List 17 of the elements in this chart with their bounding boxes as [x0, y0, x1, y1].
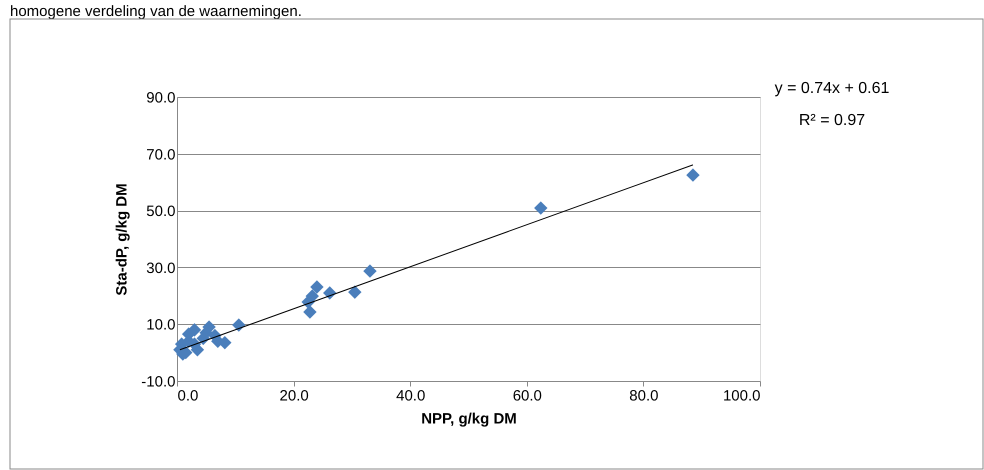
x-tick-label: 100.0	[722, 388, 760, 404]
x-tick-label: 80.0	[629, 388, 658, 404]
y-tick-label: 90.0	[146, 90, 176, 106]
x-axis-title: NPP, g/kg DM	[421, 410, 517, 428]
y-tick-label: 70.0	[146, 146, 176, 164]
text: R² = 0.97	[798, 112, 866, 129]
x-tick-label: 20.0	[280, 388, 309, 404]
x-tick-label: 40.0	[396, 388, 426, 404]
text: y = 0.74x + 0.61	[774, 80, 890, 97]
x-tick-label: 60.0	[512, 388, 542, 404]
y-axis-title: Sta-dP, g/kg DM	[113, 183, 130, 296]
y-tick-label: 50.0	[146, 203, 176, 220]
y-tick-label: -10.0	[141, 374, 176, 390]
x-tick-label: 0.0	[178, 388, 198, 404]
text: homogene verdeling van de waarnemingen.	[10, 3, 302, 20]
y-tick-label: 10.0	[146, 316, 176, 334]
y-tick-label: 30.0	[146, 260, 176, 277]
